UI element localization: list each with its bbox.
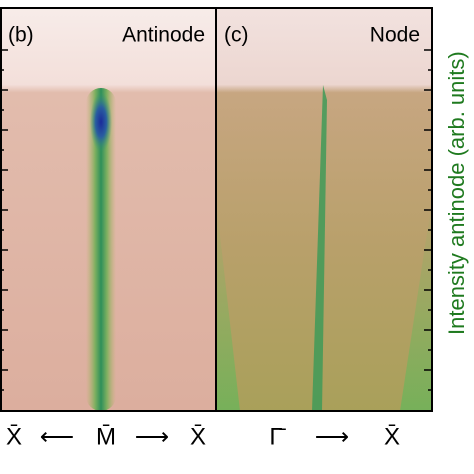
x-label: ⟵ bbox=[40, 423, 74, 450]
x-label: X̄ bbox=[190, 423, 206, 450]
x-label: X̄ bbox=[384, 423, 400, 450]
band-streak bbox=[312, 85, 327, 411]
x-label: ⟶ bbox=[135, 423, 169, 450]
x-label: X̄ bbox=[6, 423, 22, 450]
panel-title: Antinode bbox=[122, 24, 205, 47]
x-label: Γ̄ bbox=[269, 423, 286, 450]
band-streak bbox=[86, 88, 116, 411]
x-label: ⟶ bbox=[315, 423, 349, 450]
band-edge bbox=[216, 200, 240, 411]
intensity-peak bbox=[90, 92, 112, 152]
panel-b: (b) Antinode bbox=[0, 8, 215, 411]
y-axis-label: Intensity antinode (arb. units) bbox=[444, 51, 469, 335]
band-edge bbox=[400, 200, 432, 411]
x-labels: X̄ ⟵ M̄ ⟶ X̄ Γ̄ ⟶ X̄ bbox=[6, 423, 400, 450]
panel-title: Node bbox=[370, 24, 420, 47]
ticks bbox=[0, 49, 432, 391]
x-label: M̄ bbox=[96, 423, 116, 450]
panel-label: (b) bbox=[8, 24, 34, 47]
panel-c: (c) Node bbox=[216, 8, 432, 411]
panel-label: (c) bbox=[224, 24, 249, 47]
